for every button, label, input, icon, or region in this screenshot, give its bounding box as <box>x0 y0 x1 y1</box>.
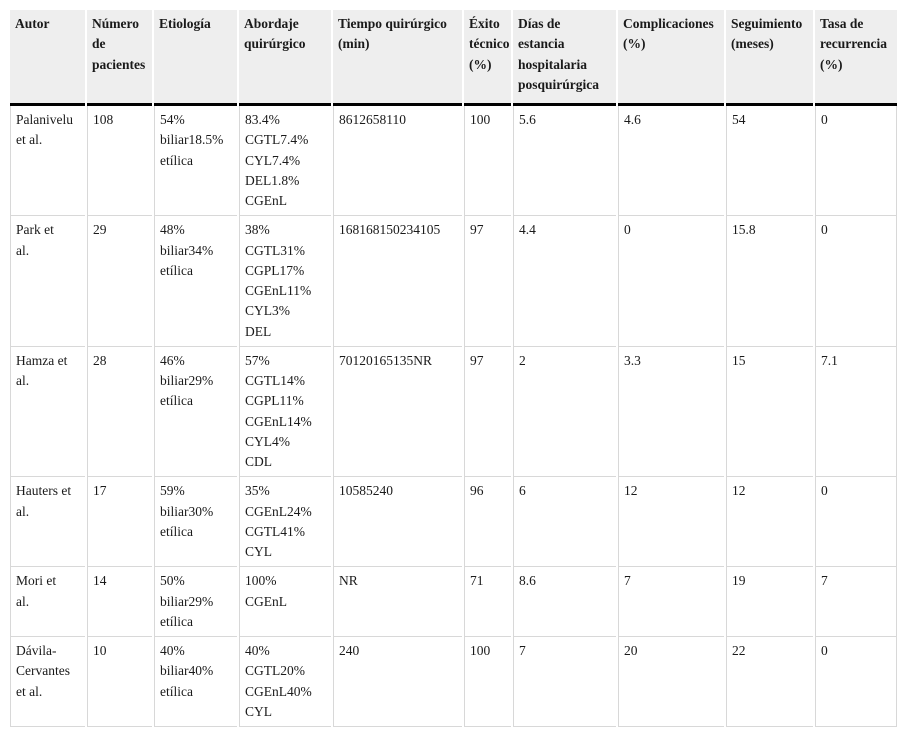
table-row-davila-cervantes: Dávila- Cervantes et al. 10 40% biliar40… <box>10 637 897 727</box>
cell-exito: 71 <box>464 567 511 637</box>
cell-seguimiento: 15.8 <box>726 216 813 347</box>
table-row-mori: Mori et al. 14 50% biliar29% etílica 100… <box>10 567 897 637</box>
column-header-numero-pacientes: Número de pacientes <box>87 10 152 106</box>
cell-dias: 5.6 <box>513 106 616 217</box>
cell-recurrencia: 0 <box>815 637 897 727</box>
table-row-park: Park et al. 29 48% biliar34% etílica 38%… <box>10 216 897 347</box>
cell-exito: 97 <box>464 216 511 347</box>
cell-dias: 8.6 <box>513 567 616 637</box>
cell-etiologia: 48% biliar34% etílica <box>154 216 237 347</box>
cell-recurrencia: 0 <box>815 216 897 347</box>
cell-tiempo: 70120165135NR <box>333 346 462 478</box>
cell-seguimiento: 54 <box>726 106 813 217</box>
cell-seguimiento: 19 <box>726 567 813 637</box>
column-header-autor: Autor <box>10 10 85 106</box>
cell-tiempo: 8612658110 <box>333 106 462 217</box>
cell-recurrencia: 0 <box>815 106 897 217</box>
cell-complicaciones: 4.6 <box>618 106 724 217</box>
cell-recurrencia: 7 <box>815 567 897 637</box>
cell-tiempo: 240 <box>333 637 462 727</box>
cell-recurrencia: 0 <box>815 477 897 568</box>
cell-pacientes: 29 <box>87 216 152 347</box>
cell-autor: Park et al. <box>10 216 85 347</box>
cell-complicaciones: 12 <box>618 477 724 568</box>
cell-seguimiento: 12 <box>726 477 813 568</box>
table-row-palanivelu: Palanivelu et al. 108 54% biliar18.5% et… <box>10 106 897 217</box>
cell-etiologia: 50% biliar29% etílica <box>154 567 237 637</box>
cell-etiologia: 46% biliar29% etílica <box>154 346 237 478</box>
cell-etiologia: 54% biliar18.5% etílica <box>154 106 237 217</box>
table-body: Palanivelu et al. 108 54% biliar18.5% et… <box>10 106 897 727</box>
cell-recurrencia: 7.1 <box>815 346 897 478</box>
cell-tiempo: NR <box>333 567 462 637</box>
cell-complicaciones: 20 <box>618 637 724 727</box>
cell-etiologia: 40% biliar40% etílica <box>154 637 237 727</box>
cell-autor: Mori et al. <box>10 567 85 637</box>
column-header-abordaje: Abordaje quirúrgico <box>239 10 331 106</box>
cell-seguimiento: 15 <box>726 346 813 478</box>
comparison-table: Autor Número de pacientes Etiología Abor… <box>8 10 899 727</box>
header-row: Autor Número de pacientes Etiología Abor… <box>10 10 897 106</box>
table-row-hamza: Hamza et al. 28 46% biliar29% etílica 57… <box>10 346 897 478</box>
cell-tiempo: 10585240 <box>333 477 462 568</box>
cell-dias: 6 <box>513 477 616 568</box>
table-header: Autor Número de pacientes Etiología Abor… <box>10 10 897 106</box>
cell-pacientes: 28 <box>87 346 152 478</box>
cell-abordaje: 83.4% CGTL7.4% CYL7.4% DEL1.8% CGEnL <box>239 106 331 217</box>
cell-autor: Hamza et al. <box>10 346 85 478</box>
column-header-dias-estancia: Días de estancia hospitalaria posquirúrg… <box>513 10 616 106</box>
cell-dias: 7 <box>513 637 616 727</box>
cell-abordaje: 57% CGTL14% CGPL11% CGEnL14% CYL4% CDL <box>239 346 331 478</box>
cell-pacientes: 17 <box>87 477 152 568</box>
cell-dias: 2 <box>513 346 616 478</box>
column-header-recurrencia: Tasa de recurrencia (%) <box>815 10 897 106</box>
column-header-tiempo: Tiempo quirúrgico (min) <box>333 10 462 106</box>
cell-exito: 100 <box>464 637 511 727</box>
cell-abordaje: 38% CGTL31% CGPL17% CGEnL11% CYL3% DEL <box>239 216 331 347</box>
cell-abordaje: 35% CGEnL24% CGTL41% CYL <box>239 477 331 568</box>
cell-complicaciones: 7 <box>618 567 724 637</box>
column-header-exito: Éxito técnico (%) <box>464 10 511 106</box>
cell-etiologia: 59% biliar30% etílica <box>154 477 237 568</box>
column-header-seguimiento: Seguimiento (meses) <box>726 10 813 106</box>
table-row-hauters: Hauters et al. 17 59% biliar30% etílica … <box>10 477 897 568</box>
column-header-complicaciones: Complicaciones (%) <box>618 10 724 106</box>
cell-complicaciones: 0 <box>618 216 724 347</box>
column-header-etiologia: Etiología <box>154 10 237 106</box>
cell-exito: 100 <box>464 106 511 217</box>
cell-pacientes: 14 <box>87 567 152 637</box>
cell-abordaje: 100% CGEnL <box>239 567 331 637</box>
cell-seguimiento: 22 <box>726 637 813 727</box>
cell-autor: Palanivelu et al. <box>10 106 85 217</box>
cell-pacientes: 108 <box>87 106 152 217</box>
cell-pacientes: 10 <box>87 637 152 727</box>
cell-exito: 97 <box>464 346 511 478</box>
cell-abordaje: 40% CGTL20% CGEnL40% CYL <box>239 637 331 727</box>
cell-tiempo: 168168150234105 <box>333 216 462 347</box>
cell-complicaciones: 3.3 <box>618 346 724 478</box>
cell-dias: 4.4 <box>513 216 616 347</box>
cell-exito: 96 <box>464 477 511 568</box>
cell-autor: Dávila- Cervantes et al. <box>10 637 85 727</box>
cell-autor: Hauters et al. <box>10 477 85 568</box>
